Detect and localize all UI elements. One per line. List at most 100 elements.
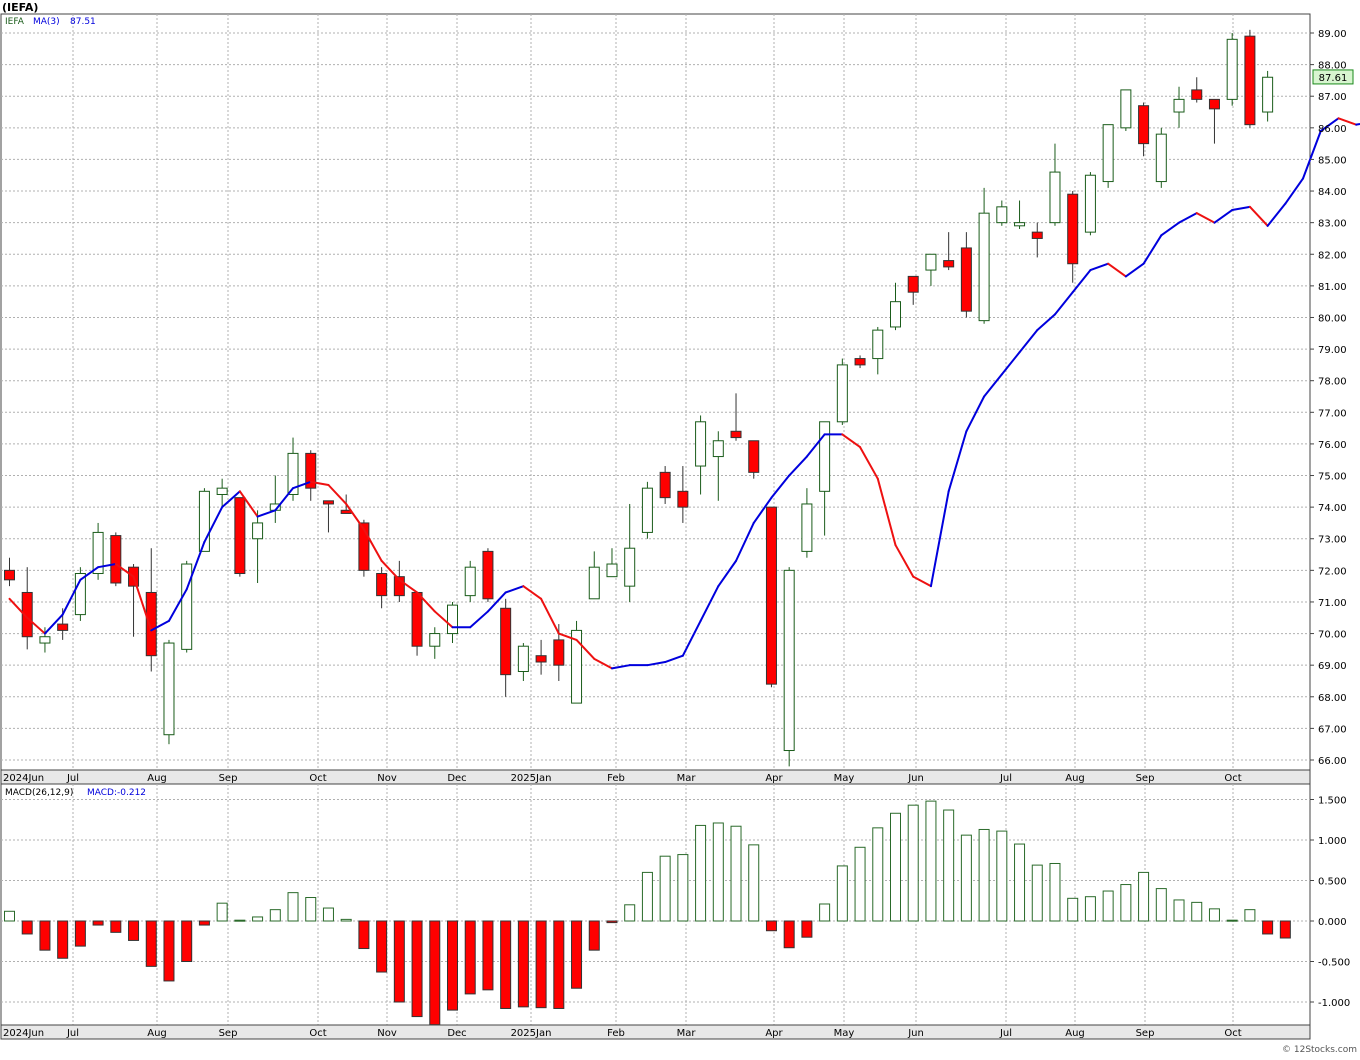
price-ytick-label: 78.00 <box>1318 377 1347 388</box>
macd-bar-positive <box>270 910 280 921</box>
price-candle <box>412 592 422 655</box>
candle-body-down <box>58 624 68 630</box>
candle-body-up <box>784 570 794 750</box>
candle-body-down <box>111 536 121 583</box>
macd-xtick-label: Dec <box>447 1028 466 1039</box>
macd-x-axis-band <box>1 1025 1310 1039</box>
candle-body-down <box>554 640 564 665</box>
macd-bar-negative <box>766 921 776 931</box>
macd-bar-positive <box>855 847 865 921</box>
candle-body-up <box>164 643 174 735</box>
macd-bar-positive <box>660 856 670 921</box>
candle-body-up <box>997 207 1007 223</box>
macd-bar-negative <box>40 921 50 950</box>
macd-bar-negative <box>554 921 564 1008</box>
macd-xtick-label: Aug <box>1065 1028 1085 1039</box>
price-candle <box>1156 128 1166 188</box>
candle-body-up <box>713 441 723 457</box>
macd-legend-name: MACD(26,12,9) <box>5 788 73 798</box>
macd-bar-negative <box>58 921 68 958</box>
candle-body-up <box>696 422 706 466</box>
last-price-tag: 87.61 <box>1313 70 1353 84</box>
macd-bar-positive <box>217 903 227 921</box>
candle-body-up <box>873 330 883 358</box>
price-ytick-label: 73.00 <box>1318 535 1347 546</box>
macd-bar-negative <box>448 921 458 1010</box>
macd-bar-positive <box>5 911 15 921</box>
macd-xtick-label: Mar <box>677 1028 697 1039</box>
price-xtick-label: Nov <box>377 773 397 784</box>
candle-body-up <box>1263 77 1273 112</box>
price-xtick-label: Apr <box>765 773 783 784</box>
price-ytick-label: 69.00 <box>1318 661 1347 672</box>
macd-bar-negative <box>164 921 174 981</box>
macd-panel-frame <box>1 784 1310 1025</box>
candle-body-down <box>944 261 954 267</box>
candle-body-down <box>660 472 670 497</box>
macd-bar-negative <box>1263 921 1273 934</box>
macd-bar-negative <box>182 921 192 962</box>
price-ytick-label: 84.00 <box>1318 187 1347 198</box>
price-xtick-label: Aug <box>1065 773 1085 784</box>
price-candle <box>483 548 493 602</box>
price-candle <box>1103 125 1113 188</box>
price-ytick-label: 80.00 <box>1318 313 1347 324</box>
macd-bar-positive <box>713 823 723 921</box>
macd-bar-positive <box>837 866 847 921</box>
price-legend-symbol: IEFA <box>5 17 25 27</box>
candle-body-up <box>820 422 830 492</box>
price-candle <box>182 561 192 653</box>
macd-bar-positive <box>1192 902 1202 921</box>
macd-bar-negative <box>22 921 32 934</box>
candle-body-down <box>1068 194 1078 264</box>
candle-body-up <box>1121 90 1131 128</box>
macd-bar-positive <box>1085 897 1095 921</box>
macd-bar-negative <box>589 921 599 950</box>
macd-xtick-label: Jul <box>999 1028 1012 1039</box>
candle-body-down <box>749 441 759 473</box>
macd-bar-negative <box>536 921 546 1008</box>
macd-bar-positive <box>1068 898 1078 921</box>
price-ytick-label: 68.00 <box>1318 693 1347 704</box>
macd-bar-positive <box>1227 920 1237 921</box>
price-candle <box>572 621 582 703</box>
macd-bar-negative <box>501 921 511 1008</box>
candle-body-down <box>731 431 741 437</box>
macd-bar-positive <box>323 908 333 921</box>
candle-body-up <box>448 605 458 633</box>
macd-bar-positive <box>1015 844 1025 921</box>
candle-body-up <box>1050 172 1060 223</box>
candle-body-up <box>430 634 440 647</box>
candle-body-up <box>589 567 599 599</box>
price-candle <box>837 359 847 425</box>
price-ytick-label: 75.00 <box>1318 472 1347 483</box>
macd-bar-positive <box>1032 865 1042 921</box>
price-ytick-label: 82.00 <box>1318 250 1347 261</box>
price-x-axis-band <box>1 770 1310 784</box>
macd-bar-negative <box>394 921 404 1002</box>
macd-xtick-label: May <box>834 1028 855 1039</box>
candle-body-up <box>1103 125 1113 182</box>
macd-bar-positive <box>288 893 298 921</box>
macd-ytick-label: -0.500 <box>1318 958 1350 969</box>
candle-body-down <box>855 359 865 365</box>
candle-body-down <box>766 507 776 684</box>
price-xtick-label: Jul <box>66 773 79 784</box>
macd-bar-negative <box>784 921 794 948</box>
macd-bar-positive <box>873 828 883 921</box>
macd-bar-negative <box>572 921 582 988</box>
last-price-label: 87.61 <box>1319 73 1348 84</box>
candle-body-down <box>908 276 918 292</box>
price-legend-ma-label: MA(3) <box>33 17 60 27</box>
macd-bar-positive <box>1103 891 1113 921</box>
candle-body-up <box>802 504 812 551</box>
price-xtick-label: Mar <box>677 773 697 784</box>
macd-bar-positive <box>1139 872 1149 921</box>
candle-body-down <box>501 608 511 674</box>
price-xtick-label: 2024Jun <box>3 773 44 784</box>
price-xtick-label: Oct <box>1224 773 1241 784</box>
macd-bar-positive <box>625 905 635 921</box>
price-ytick-label: 66.00 <box>1318 756 1347 767</box>
macd-bar-positive <box>696 825 706 921</box>
